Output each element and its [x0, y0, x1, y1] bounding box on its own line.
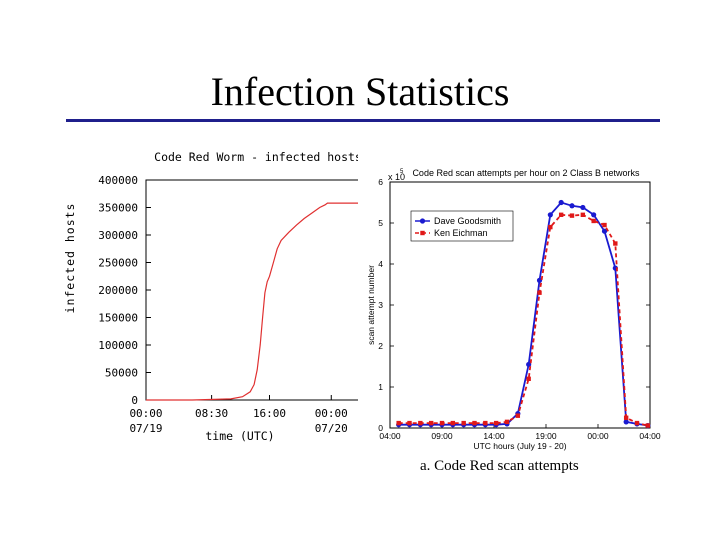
legend-marker-dave-goodsmith	[419, 218, 426, 224]
chart2-point-ken-eichman	[515, 413, 521, 418]
chart2-point-dave-goodsmith	[591, 212, 597, 218]
chart2-xtick-label: 14:00	[483, 431, 505, 441]
chart2-point-ken-eichman	[418, 420, 423, 426]
infected-hosts-chart: Code Red Worm - infected hosts 0 50000 100…	[63, 150, 358, 443]
chart2-xlabel: UTC hours (July 19 - 20)	[473, 441, 566, 451]
chart2-ytick-label: 2	[378, 341, 383, 351]
chart1-xtick-label: 08:30	[195, 407, 228, 420]
chart2-point-dave-goodsmith	[623, 419, 629, 425]
chart1-ytick-label: 300000	[98, 229, 138, 242]
chart2-point-ken-eichman	[580, 212, 586, 217]
chart2-point-ken-eichman	[450, 420, 456, 426]
chart2-multiplier-exp: 5	[400, 169, 404, 175]
slide-title: Infection Statistics	[210, 69, 510, 114]
chart2-ytick-label: 6	[378, 177, 383, 187]
chart1-xtick-label: 00:00	[129, 407, 162, 420]
chart2-ytick-label: 5	[378, 218, 383, 228]
chart2-ytick-label: 0	[378, 423, 383, 433]
chart2-point-ken-eichman	[537, 290, 542, 295]
title-underline	[66, 119, 660, 122]
chart2-point-ken-eichman	[472, 420, 477, 426]
chart2-point-ken-eichman	[407, 420, 412, 426]
chart1-xtick-label: 00:00	[315, 407, 348, 420]
chart1-ylabel: infected hosts	[63, 203, 77, 314]
chart2-point-dave-goodsmith	[558, 199, 564, 206]
chart2-ytick-label: 4	[378, 259, 383, 269]
chart2-ytick-label: 3	[378, 300, 383, 310]
chart2-xtick-label: 09:00	[431, 431, 453, 441]
chart2-point-dave-goodsmith	[601, 228, 608, 234]
chart1-xtick-date: 07/20	[315, 422, 348, 435]
chart1-xtick-date: 07/19	[129, 422, 162, 435]
chart2-point-ken-eichman	[428, 420, 434, 426]
chart2-point-ken-eichman	[548, 224, 553, 230]
chart1-series-line	[146, 202, 358, 401]
chart2-point-ken-eichman	[645, 423, 651, 428]
chart2-point-dave-goodsmith	[580, 204, 586, 211]
chart1-title: Code Red Worm - infected hosts	[154, 150, 358, 164]
chart2-ylabel: scan attempt number	[366, 265, 376, 345]
chart2-series-line-ken-eichman	[398, 213, 648, 427]
chart2-point-ken-eichman	[439, 420, 445, 426]
scan-attempts-chart: x 10 5 Code Red scan attempts per hour o…	[366, 168, 661, 451]
chart2-legend-box	[410, 210, 514, 242]
chart2-point-ken-eichman	[613, 241, 618, 246]
chart1-ytick-label: 50000	[105, 367, 138, 380]
chart2-xtick-label: 19:00	[535, 431, 557, 441]
chart2-point-ken-eichman	[558, 212, 564, 217]
chart1-ytick-label: 150000	[98, 312, 138, 325]
chart1-ytick-label: 350000	[98, 202, 138, 215]
legend-label-dave-goodsmith: Dave Goodsmith	[434, 216, 501, 226]
chart2-ytick-label: 1	[378, 382, 383, 392]
chart2-point-ken-eichman	[396, 420, 401, 426]
chart2-point-ken-eichman	[591, 218, 596, 224]
chart1-frame	[145, 179, 358, 401]
chart1-ytick-label: 100000	[98, 339, 138, 352]
chart2-point-ken-eichman	[461, 420, 466, 426]
chart2-point-dave-goodsmith	[569, 203, 575, 209]
chart1-xlabel: time (UTC)	[205, 429, 274, 443]
figure-caption: a. Code Red scan attempts	[420, 458, 579, 474]
chart2-legend: Dave Goodsmith Ken Eichman	[410, 210, 514, 242]
chart1-xtick-label: 16:00	[253, 407, 286, 420]
chart2-point-ken-eichman	[483, 420, 488, 426]
chart2-point-ken-eichman	[634, 420, 640, 426]
chart2-point-dave-goodsmith	[536, 277, 543, 283]
chart2-xtick-label: 00:00	[587, 431, 609, 441]
chart2-title: Code Red scan attempts per hour on 2 Cla…	[412, 168, 640, 178]
chart2-point-ken-eichman	[602, 222, 607, 228]
chart2-xtick-label: 04:00	[379, 431, 401, 441]
chart2-xtick-label: 04:00	[639, 431, 661, 441]
chart2-point-ken-eichman	[623, 415, 629, 420]
chart1-ytick-label: 250000	[98, 257, 138, 270]
chart2-point-ken-eichman	[493, 420, 499, 426]
chart2-point-ken-eichman	[569, 213, 575, 218]
chart1-ytick-label: 400000	[98, 174, 138, 187]
legend-label-ken-eichman: Ken Eichman	[434, 228, 488, 238]
chart2-point-ken-eichman	[526, 376, 531, 381]
chart2-point-dave-goodsmith	[526, 361, 532, 368]
legend-marker-ken-eichman	[420, 230, 425, 236]
chart2-multiplier: x 10	[388, 172, 405, 182]
chart2-point-ken-eichman	[504, 419, 510, 425]
chart2-point-dave-goodsmith	[547, 212, 553, 218]
chart1-ytick-label: 0	[131, 394, 138, 407]
chart1-ytick-label: 200000	[98, 284, 138, 297]
